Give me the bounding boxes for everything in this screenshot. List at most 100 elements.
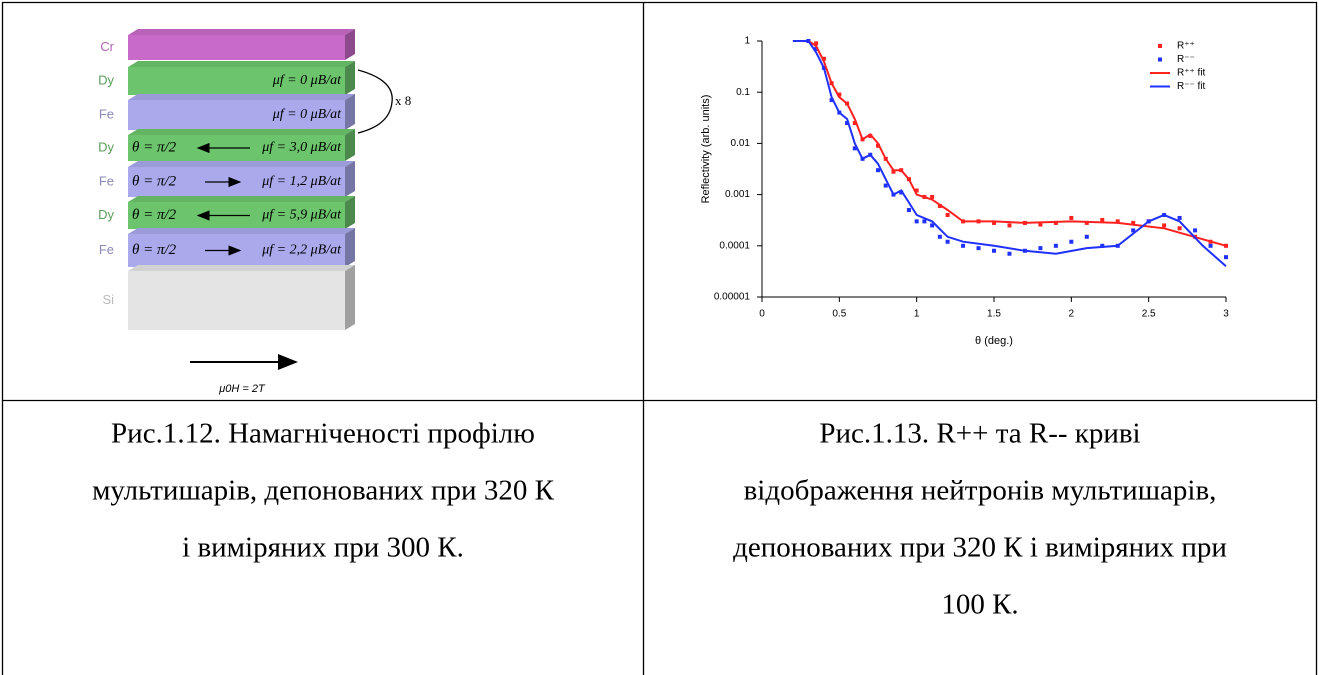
field-label: μ0H = 2T [218, 383, 266, 395]
data-point [1100, 243, 1105, 248]
layer-angle: θ = π/2 [132, 139, 177, 155]
layer-top [128, 61, 355, 67]
y-tick-label: 0.00001 [714, 292, 751, 303]
data-point [976, 246, 981, 251]
legend-label: R⁺⁺ [1177, 41, 1195, 52]
layer-moment: μf = 0 μB/at [272, 107, 342, 122]
layer-top [128, 94, 355, 100]
data-point [1084, 234, 1089, 239]
data-point [1007, 251, 1012, 256]
layer-angle: θ = π/2 [132, 173, 177, 189]
layer-label: Dy [98, 72, 114, 87]
data-point [1131, 220, 1136, 225]
data-point [837, 92, 842, 97]
layer-top [128, 228, 355, 234]
caption-line: Рис.1.12. Намагніченості профілю [111, 418, 535, 450]
x-tick-label: 2 [1069, 309, 1075, 320]
x-tick-label: 2.5 [1142, 309, 1156, 320]
data-point [922, 219, 927, 224]
layer-side [345, 129, 355, 161]
reflectivity-chart: 1 0.1 0.01 0.001 0.0001 0.00001 0 0.5 1 1.5 2 2.5 3 θ… [700, 36, 1229, 347]
data-point [891, 169, 896, 174]
data-point [845, 121, 850, 126]
data-point [899, 190, 904, 195]
data-point [945, 239, 950, 244]
data-point [1069, 215, 1074, 220]
data-point [821, 56, 826, 61]
layer-front [128, 67, 345, 95]
layer-label: Cr [100, 39, 114, 54]
data-point [1038, 246, 1043, 251]
layer-front [128, 35, 345, 60]
caption-line: і виміряних при 300 К. [182, 532, 464, 564]
y-axis-label: Reflectivity (arb. units) [700, 95, 712, 204]
fit-line [792, 40, 1227, 247]
x-axis-label: θ (deg.) [975, 335, 1013, 347]
layer-front [128, 271, 345, 330]
layer-label: Fe [99, 173, 114, 188]
layer-top [128, 196, 355, 202]
data-point [852, 146, 857, 151]
layer-diagram: Cr Dy μf = 0 μB/at Fe μf = 0 μB/at Dy μf = 3,0… [98, 29, 411, 395]
layer-side [345, 196, 355, 229]
x-tick-label: 1 [914, 309, 920, 320]
data-point [829, 98, 834, 103]
legend-marker [1158, 44, 1162, 48]
caption-line: мультишарів, депонованих при 320 К [92, 475, 554, 507]
data-point [1115, 219, 1120, 224]
data-point [1177, 226, 1182, 231]
layer-side [345, 29, 355, 60]
y-tick-label: 1 [744, 36, 750, 47]
x-tick-label: 0 [759, 309, 765, 320]
legend-marker [1158, 57, 1162, 62]
y-tick-label: 0.01 [731, 138, 751, 149]
legend-label: R⁺⁺ fit [1177, 68, 1206, 79]
data-point [883, 183, 888, 188]
repeat-bracket [357, 69, 393, 134]
caption-line: відображення нейтронів мультишарів, [744, 475, 1217, 507]
data-point [1208, 243, 1213, 248]
layer-moment: μf = 3,0 μB/at [261, 140, 342, 155]
data-point [868, 133, 873, 138]
data-point [1069, 239, 1074, 244]
fit-line [792, 40, 1227, 267]
layer-side [345, 265, 355, 330]
layer-label: Fe [99, 242, 114, 257]
data-point [1007, 223, 1012, 228]
caption-line: депонованих при 320 К і виміряних при [733, 532, 1227, 564]
layer-moment: μf = 2,2 μB/at [261, 243, 342, 258]
data-point [906, 208, 911, 213]
data-point [1131, 228, 1136, 233]
data-point [1053, 220, 1058, 225]
data-point [961, 243, 966, 248]
data-point [930, 223, 935, 228]
data-point [1100, 217, 1105, 222]
captions: Рис.1.12. Намагніченості профілю мультиша… [92, 418, 1227, 621]
data-point [1177, 215, 1182, 220]
layer-top [128, 129, 355, 135]
x-tick-label: 0.5 [832, 309, 846, 320]
caption-line: 100 К. [941, 589, 1018, 621]
legend-label: R⁻⁻ fit [1177, 81, 1206, 92]
y-tick-label: 0.1 [736, 87, 750, 98]
layer-moment: μf = 1,2 μB/at [261, 174, 342, 189]
data-point [992, 220, 996, 225]
data-point [914, 219, 919, 224]
data-point [876, 143, 880, 148]
data-point [1053, 243, 1058, 248]
data-point [1084, 220, 1089, 225]
data-point [1038, 222, 1043, 227]
data-point [876, 168, 880, 173]
data-point [852, 121, 857, 126]
data-point [937, 234, 942, 239]
layer-moment: μf = 0 μB/at [272, 73, 342, 88]
data-point [930, 194, 935, 199]
data-point [945, 212, 950, 217]
data-point [1193, 228, 1198, 233]
layer-front [128, 100, 345, 130]
layer-top [128, 265, 355, 271]
y-tick-label: 0.0001 [719, 240, 750, 251]
